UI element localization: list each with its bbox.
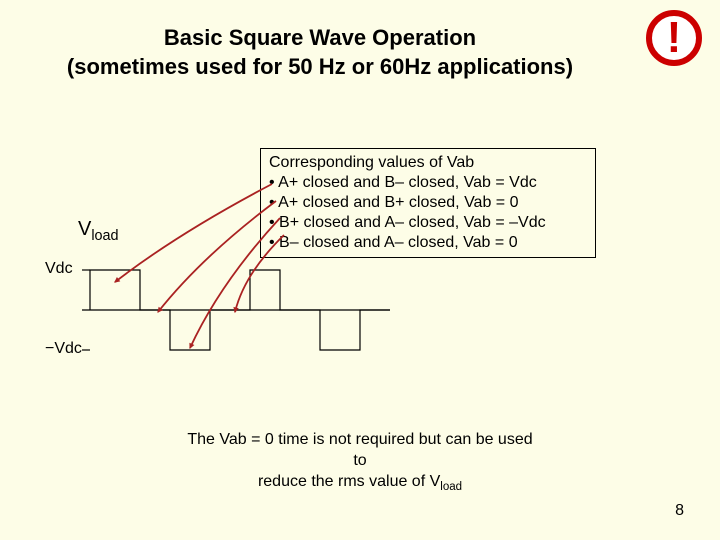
footnote-sub: load [440,481,462,493]
callout-arrows [115,184,284,348]
footnote-line1: The Vab = 0 time is not required but can… [187,431,532,469]
slide-page: ! Basic Square Wave Operation (sometimes… [0,0,720,540]
page-number: 8 [675,502,684,520]
footnote-line2a: reduce the rms value of V [258,473,440,490]
footnote-text: The Vab = 0 time is not required but can… [180,430,540,495]
